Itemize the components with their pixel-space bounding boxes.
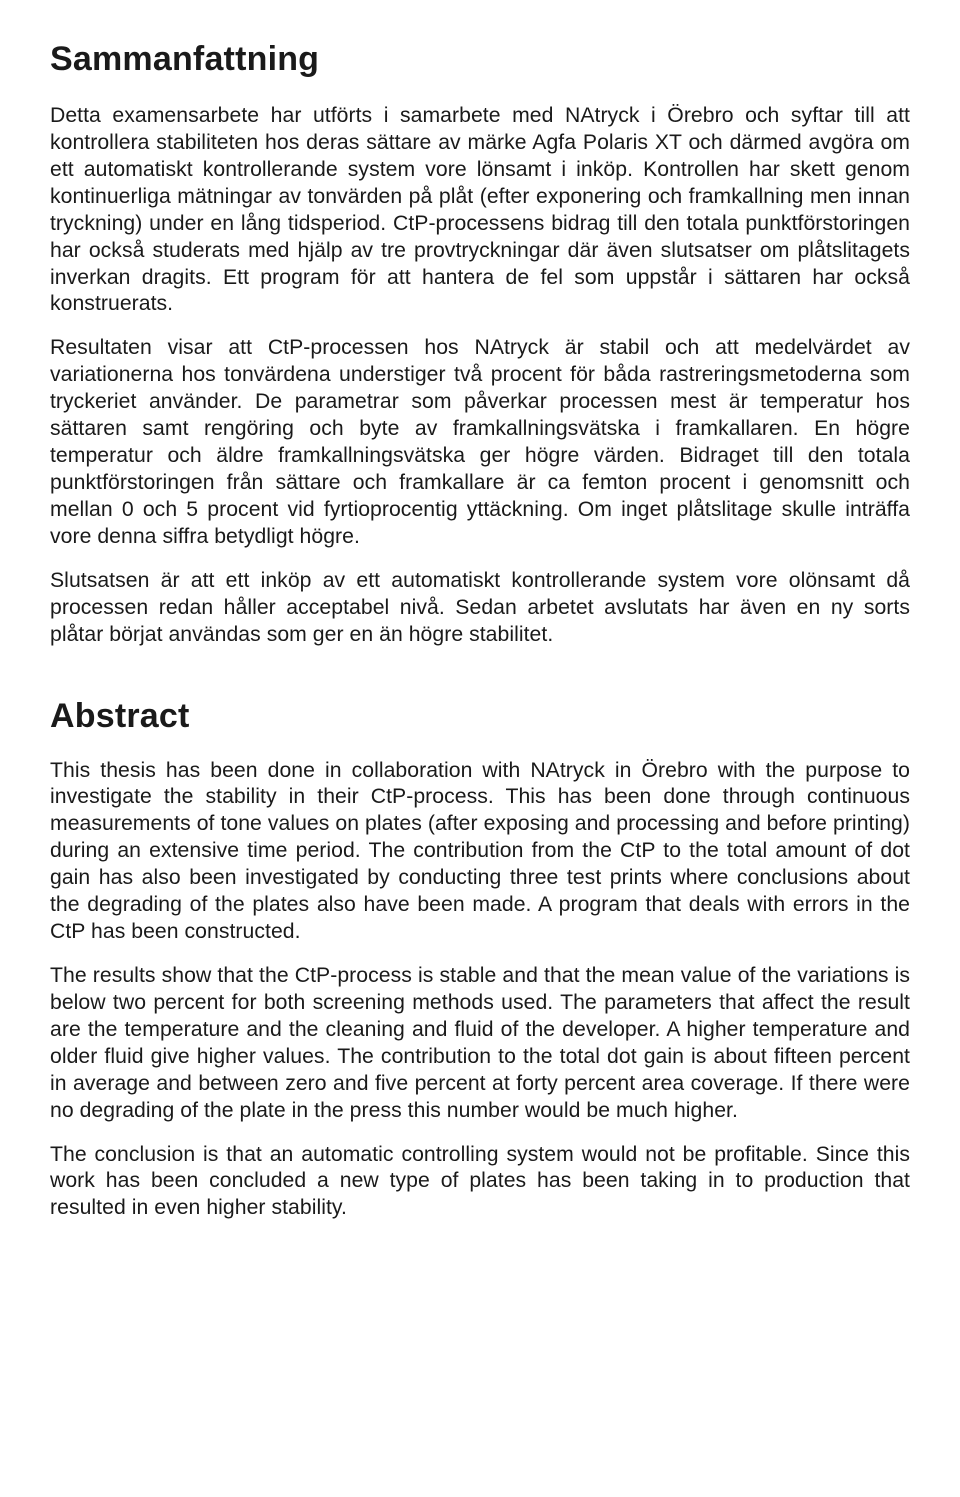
section2-paragraph-3: The conclusion is that an automatic cont… xyxy=(50,1142,910,1223)
heading-abstract: Abstract xyxy=(50,697,910,736)
section2-paragraph-2: The results show that the CtP-process is… xyxy=(50,963,910,1125)
section1-paragraph-3: Slutsatsen är att ett inköp av ett autom… xyxy=(50,568,910,649)
document-page: Sammanfattning Detta examensarbete har u… xyxy=(0,0,960,1497)
section2-paragraph-1: This thesis has been done in collaborati… xyxy=(50,758,910,946)
section1-paragraph-1: Detta examensarbete har utförts i samarb… xyxy=(50,103,910,318)
heading-sammanfattning: Sammanfattning xyxy=(50,40,910,79)
section1-paragraph-2: Resultaten visar att CtP-processen hos N… xyxy=(50,335,910,550)
